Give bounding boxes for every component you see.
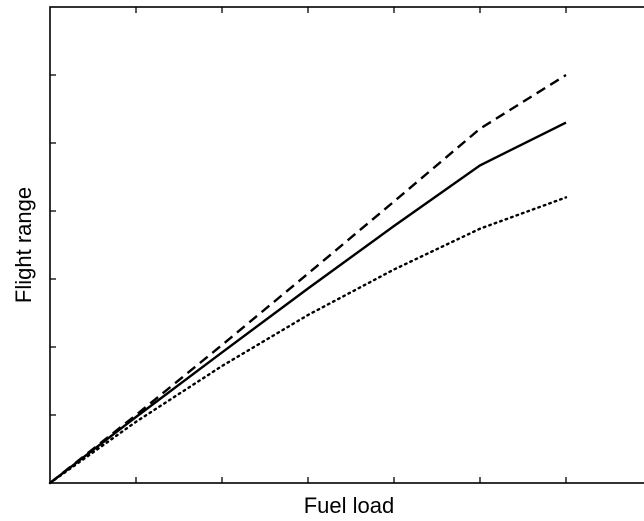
series-line-dashed [49, 73, 567, 484]
axis-ticks [50, 7, 567, 483]
series-lines [48, 73, 568, 485]
plot-frame [49, 6, 644, 484]
x-axis-label: Fuel load [304, 493, 395, 518]
series-line-dotted [48, 196, 568, 485]
y-axis-label: Flight range [11, 187, 36, 303]
series-line-solid [49, 121, 567, 484]
